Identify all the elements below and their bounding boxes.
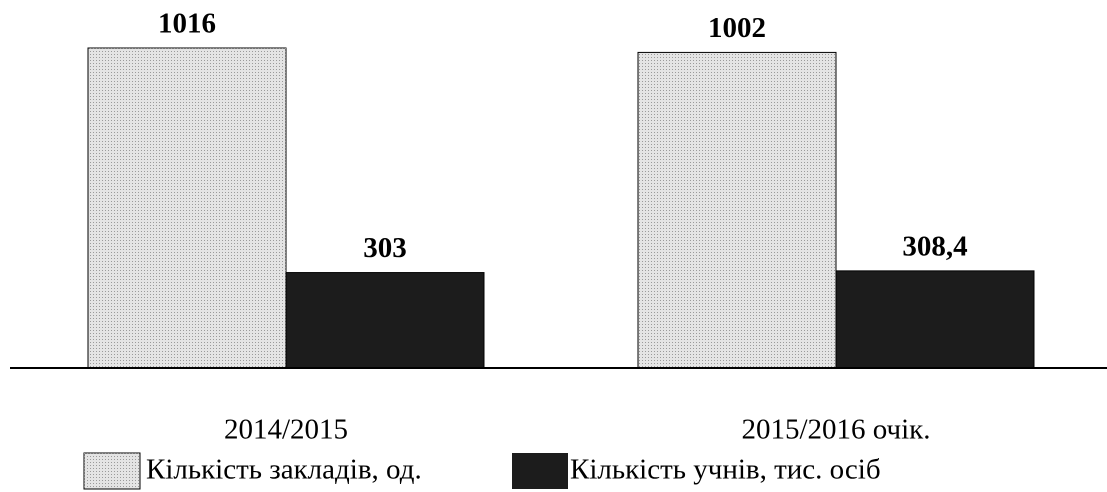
legend-swatch: [512, 453, 568, 489]
legend-label: Кількість закладів, од.: [146, 454, 422, 486]
legend-texture: [84, 453, 140, 489]
x-tick-label: 2014/2015: [224, 414, 348, 446]
bar: [835, 270, 1035, 369]
bar: [285, 272, 485, 369]
data-label: 1002: [708, 12, 766, 44]
bar: [87, 47, 287, 369]
data-label: 1016: [158, 8, 216, 40]
legend-label: Кількість учнів, тис. осіб: [570, 454, 881, 486]
bar: [637, 51, 837, 369]
data-label: 308,4: [902, 231, 967, 263]
data-label: 303: [363, 232, 407, 264]
x-tick-label: 2015/2016 очік.: [741, 414, 930, 446]
